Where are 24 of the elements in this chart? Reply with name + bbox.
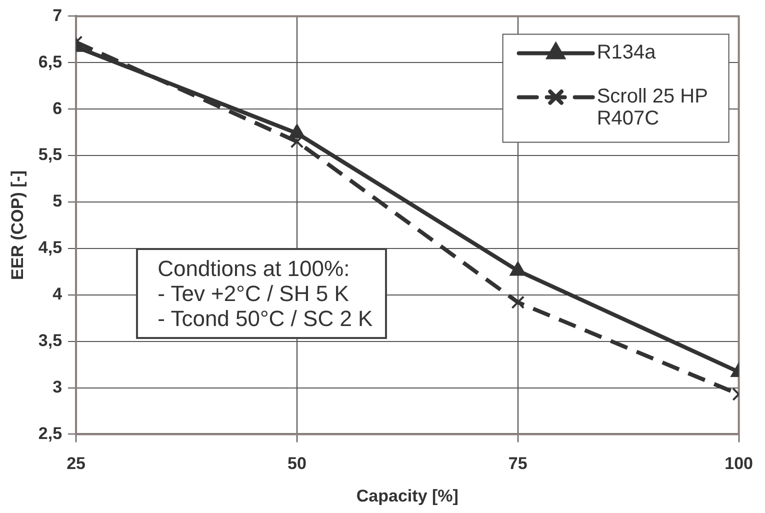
y-tick-label: 6 (52, 98, 62, 118)
y-tick-label: 4,5 (38, 238, 62, 258)
y-axis-title: EER (COP) [-] (8, 170, 27, 280)
point (289, 124, 305, 138)
y-tick-label: 4 (52, 284, 63, 304)
y-tick-label: 7 (52, 6, 62, 25)
y-tick-label: 5 (52, 192, 62, 211)
y-tick-label: 5,5 (38, 145, 62, 164)
x-tick-label: 25 (66, 454, 86, 474)
annotation: Condtions at 100%: (158, 256, 351, 282)
y-tick-label: 3 (52, 377, 62, 396)
x-axis-title: Capacity [%] (356, 486, 458, 506)
x-tick-label: 100 (724, 454, 754, 474)
y-tick-label: 2,5 (38, 424, 62, 443)
y-tick-label: 3,5 (38, 331, 62, 350)
x-tick-label: 75 (508, 454, 528, 474)
legend-label: Scroll 25 HP R407C (596, 86, 708, 130)
annotation: - Tcond 50°C / SC 2 K (158, 306, 373, 332)
point (510, 262, 526, 276)
x-tick-label: 50 (288, 454, 306, 474)
y-tick-label: 6,5 (38, 52, 62, 72)
legend-label: R134a (596, 42, 657, 64)
annotation: - Tev +2°C / SH 5 K (158, 281, 350, 306)
point (511, 296, 525, 309)
